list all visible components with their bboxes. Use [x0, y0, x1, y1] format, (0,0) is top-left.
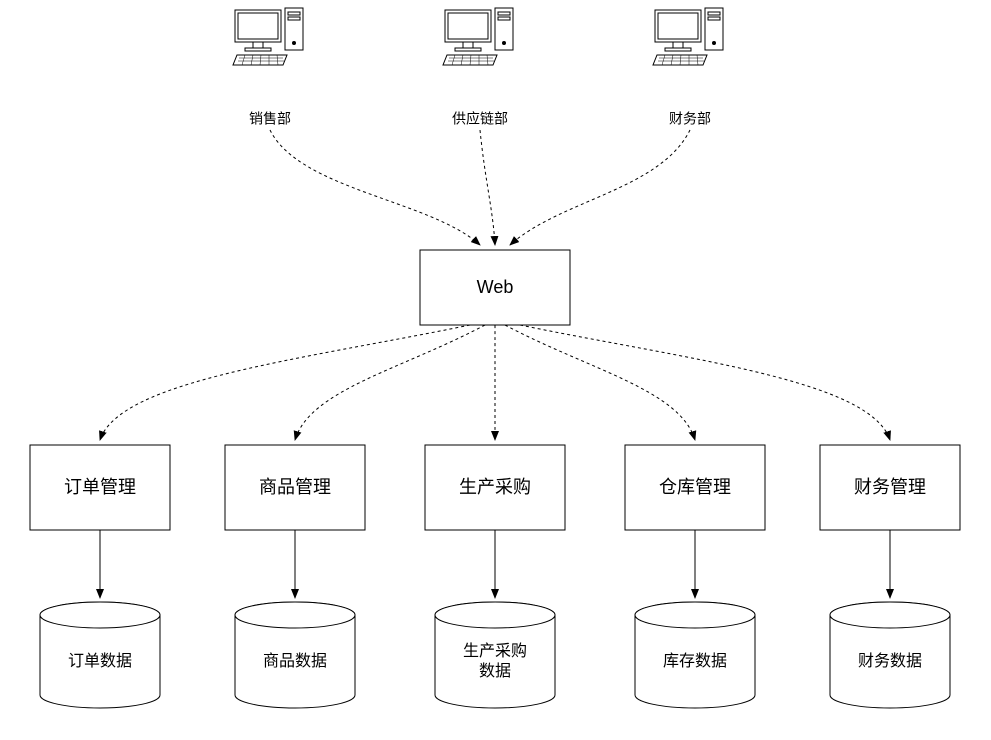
edge-web-order [100, 325, 470, 440]
module-label: 商品管理 [259, 477, 331, 497]
db-purchase: 生产采购 数据 [435, 602, 555, 708]
db-finance: 财务数据 [830, 602, 950, 708]
db-label-2: 数据 [479, 662, 511, 680]
web-label: Web [477, 277, 514, 297]
computer-icon [233, 8, 303, 65]
db-label: 库存数据 [663, 652, 727, 670]
db-label: 财务数据 [858, 652, 922, 670]
db-label: 生产采购 [463, 642, 527, 660]
dept-label: 财务部 [669, 111, 711, 127]
dept-supply: 供应链部 [443, 8, 513, 127]
architecture-diagram: 销售部 供应链部 财务部 Web 订单管理 商品管理 生产采购 仓库管理 财务管 [0, 0, 991, 740]
db-product: 商品数据 [235, 602, 355, 708]
module-label: 财务管理 [854, 477, 926, 497]
module-label: 仓库管理 [659, 477, 731, 497]
module-product: 商品管理 [225, 445, 365, 530]
edge-web-finmgmt [520, 325, 890, 440]
dept-sales: 销售部 [233, 8, 303, 127]
web-node: Web [420, 250, 570, 325]
edge-sales-web [270, 130, 480, 245]
module-warehouse: 仓库管理 [625, 445, 765, 530]
computer-icon [653, 8, 723, 65]
db-stock: 库存数据 [635, 602, 755, 708]
dept-label: 销售部 [249, 111, 291, 127]
edge-web-warehouse [505, 325, 695, 440]
computer-icon [443, 8, 513, 65]
dept-finance: 财务部 [653, 8, 723, 127]
module-purchase: 生产采购 [425, 445, 565, 530]
module-order: 订单管理 [30, 445, 170, 530]
db-label: 订单数据 [68, 652, 132, 670]
db-label: 商品数据 [263, 652, 327, 670]
edge-web-product [295, 325, 485, 440]
db-order: 订单数据 [40, 602, 160, 708]
module-label: 订单管理 [64, 477, 136, 497]
module-finmgmt: 财务管理 [820, 445, 960, 530]
edge-finance-web [510, 130, 690, 245]
dept-label: 供应链部 [452, 111, 508, 127]
edge-supply-web [480, 130, 495, 245]
module-label: 生产采购 [459, 477, 531, 497]
